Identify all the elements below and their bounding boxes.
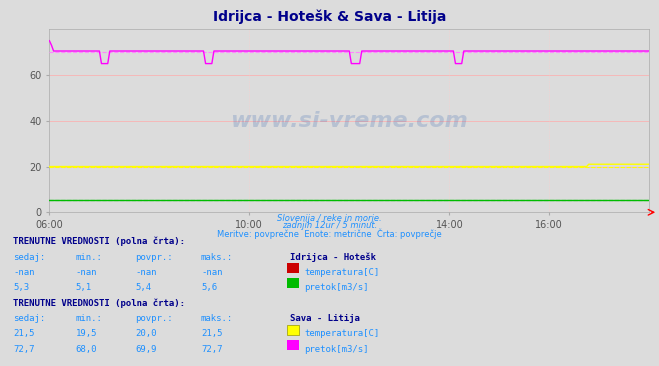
- Text: min.:: min.:: [76, 314, 103, 323]
- Text: -nan: -nan: [13, 268, 35, 277]
- Text: 72,7: 72,7: [13, 345, 35, 354]
- Text: TRENUTNE VREDNOSTI (polna črta):: TRENUTNE VREDNOSTI (polna črta):: [13, 298, 185, 308]
- Text: maks.:: maks.:: [201, 253, 233, 262]
- Text: 68,0: 68,0: [76, 345, 98, 354]
- Text: 69,9: 69,9: [135, 345, 157, 354]
- Text: min.:: min.:: [76, 253, 103, 262]
- Text: -nan: -nan: [201, 268, 223, 277]
- Text: 72,7: 72,7: [201, 345, 223, 354]
- Text: -nan: -nan: [76, 268, 98, 277]
- Text: sedaj:: sedaj:: [13, 314, 45, 323]
- Text: 5,4: 5,4: [135, 283, 151, 292]
- Text: sedaj:: sedaj:: [13, 253, 45, 262]
- Text: 5,6: 5,6: [201, 283, 217, 292]
- Text: Meritve: povprečne  Enote: metrične  Črta: povprečje: Meritve: povprečne Enote: metrične Črta:…: [217, 229, 442, 239]
- Text: Sava - Litija: Sava - Litija: [290, 314, 360, 323]
- Text: Slovenija / reke in morje.: Slovenija / reke in morje.: [277, 214, 382, 223]
- Text: temperatura[C]: temperatura[C]: [304, 268, 380, 277]
- Text: povpr.:: povpr.:: [135, 314, 173, 323]
- Text: 21,5: 21,5: [201, 329, 223, 339]
- Text: Idrijca - Hotešk & Sava - Litija: Idrijca - Hotešk & Sava - Litija: [213, 9, 446, 24]
- Text: 19,5: 19,5: [76, 329, 98, 339]
- Text: zadnjih 12ur / 5 minut.: zadnjih 12ur / 5 minut.: [282, 221, 377, 231]
- Text: pretok[m3/s]: pretok[m3/s]: [304, 283, 369, 292]
- Text: 21,5: 21,5: [13, 329, 35, 339]
- Text: temperatura[C]: temperatura[C]: [304, 329, 380, 339]
- Text: pretok[m3/s]: pretok[m3/s]: [304, 345, 369, 354]
- Text: Idrijca - Hotešk: Idrijca - Hotešk: [290, 253, 376, 262]
- Text: 5,1: 5,1: [76, 283, 92, 292]
- Text: 5,3: 5,3: [13, 283, 29, 292]
- Text: TRENUTNE VREDNOSTI (polna črta):: TRENUTNE VREDNOSTI (polna črta):: [13, 236, 185, 246]
- Text: maks.:: maks.:: [201, 314, 233, 323]
- Text: 20,0: 20,0: [135, 329, 157, 339]
- Text: povpr.:: povpr.:: [135, 253, 173, 262]
- Text: -nan: -nan: [135, 268, 157, 277]
- Text: www.si-vreme.com: www.si-vreme.com: [231, 111, 468, 131]
